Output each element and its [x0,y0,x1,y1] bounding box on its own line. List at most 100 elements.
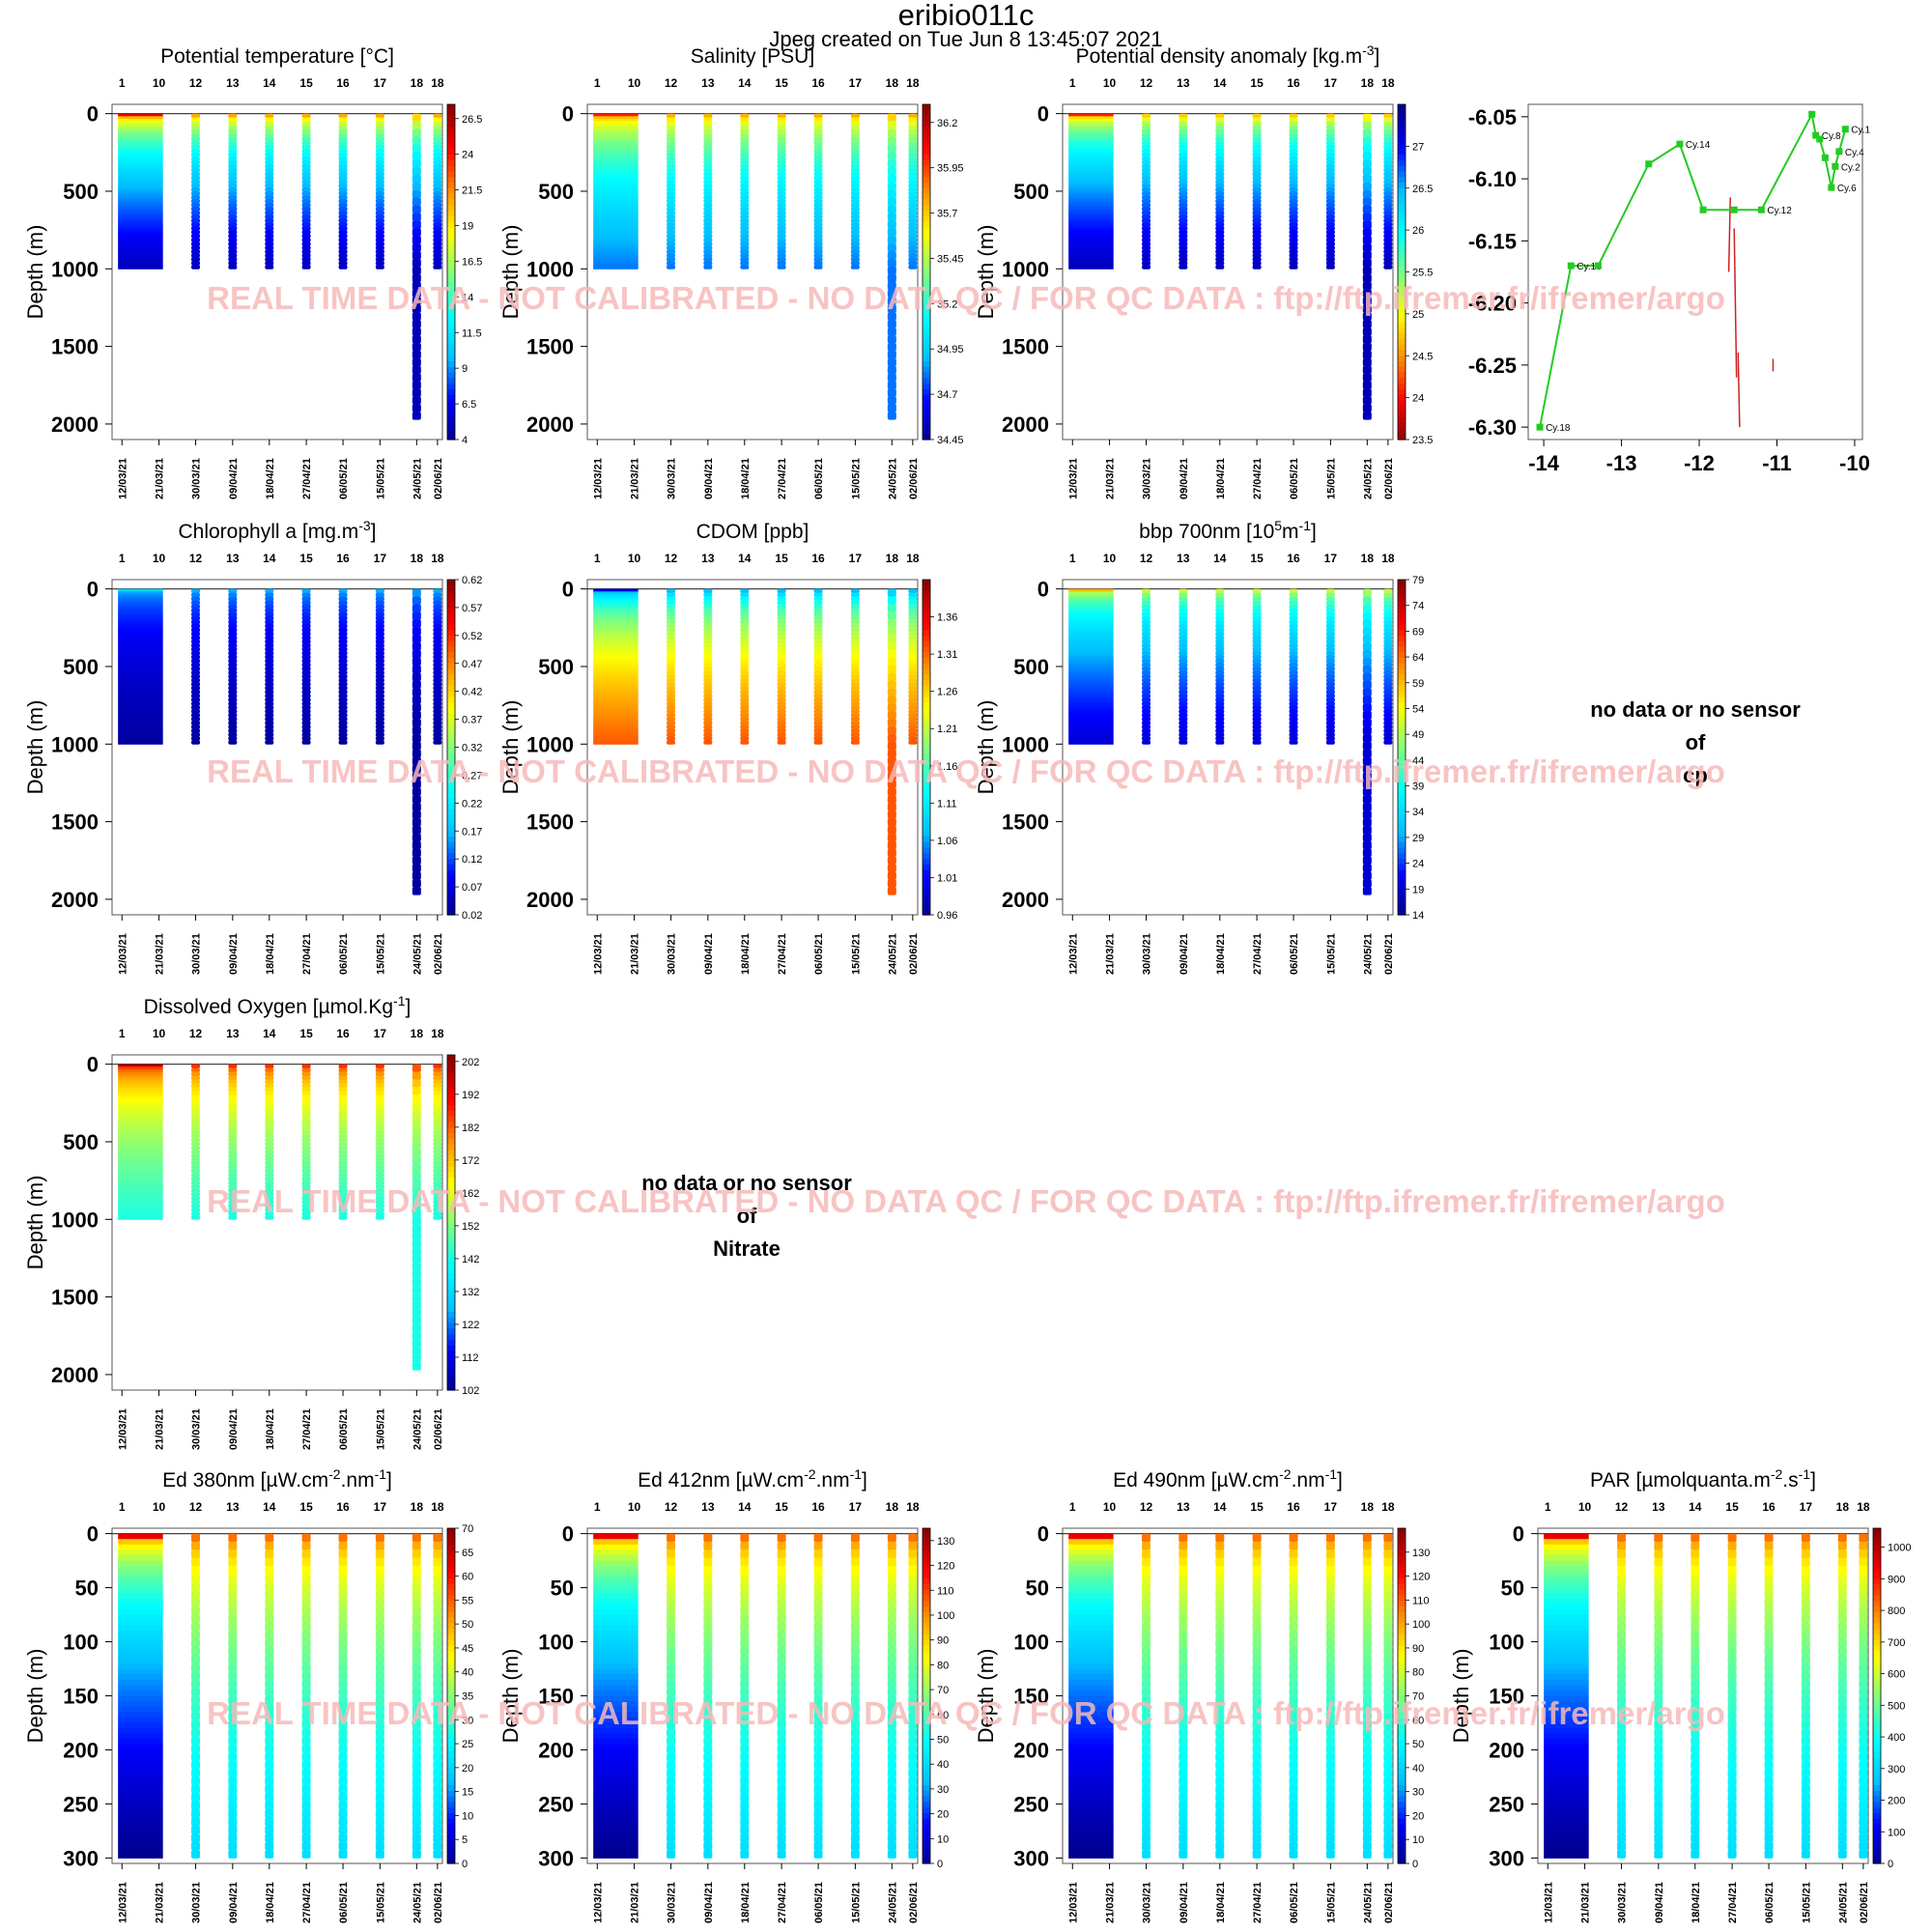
colorbar-cell [923,881,930,888]
profile-segment [1252,611,1262,617]
profile-segment [740,214,750,219]
profile-block-segment [1068,1533,1114,1540]
profile-segment [1383,238,1393,242]
profile-segment [1179,265,1188,270]
cycle-label: 16 [336,552,350,565]
chart-title-part: Ed 412nm [µW.cm [638,1469,804,1492]
profile-block-segment [593,157,639,161]
profile-block-segment [118,230,163,234]
colorbar-cell [447,316,455,324]
profile-block-segment [1068,118,1114,123]
profile-segment [1179,639,1188,644]
profile-segment [850,604,860,610]
profile-segment [1362,871,1372,880]
profile-segment [777,635,786,640]
colorbar-cell [447,416,455,424]
profile-segment [301,242,311,246]
cycle-label: 16 [1287,1500,1300,1514]
profile-segment [777,669,786,675]
profile-segment [338,218,348,223]
profile-segment [191,1129,201,1135]
profile-block-segment [118,1766,163,1773]
colorbar-cell [1398,607,1406,614]
profile-segment [228,631,238,637]
profile-block-segment [1068,266,1114,270]
profile-segment [265,1064,274,1069]
profile-segment [1252,1776,1262,1786]
cycle-label: 18 [431,1027,444,1040]
colorbar-cell [447,283,455,290]
colorbar-cell [447,1718,455,1725]
profile-segment [777,1647,786,1657]
profile-segment [667,163,676,169]
profile-segment [1179,1752,1188,1762]
profile-block-segment [593,718,639,722]
profile-block-segment [593,614,639,618]
date-label: 09/04/21 [703,933,715,975]
colorbar-cell [447,612,455,620]
profile-segment [813,1557,823,1567]
profile-segment [1142,631,1151,637]
profile-segment [1383,257,1393,262]
profile-block-segment [593,250,639,254]
profile-segment [850,662,860,668]
profile-segment [412,604,421,612]
y-tick-label: 1500 [51,335,99,359]
profile-segment [433,1137,442,1143]
cycle-label: 14 [1213,1500,1227,1514]
profile-segment [908,1566,918,1576]
profile-segment [265,218,274,223]
profile-block-segment [593,230,639,234]
profile-segment [740,1744,750,1753]
profile-block-segment [593,185,639,189]
profile-segment [1252,619,1262,625]
profile-block-segment [118,214,163,218]
profile-segment [191,194,201,200]
profile-segment [338,1118,348,1123]
profile-segment [412,273,421,283]
profile-segment [1362,281,1372,291]
chart-title-superscript: -2 [1279,1466,1292,1482]
colorbar-cell [447,758,455,765]
profile-segment [740,238,750,242]
profile-segment [703,179,713,185]
profile-segment [1142,140,1151,146]
trajectory-point [1816,135,1824,143]
profile-segment [338,1133,348,1139]
profile-segment [412,1308,421,1318]
profile-segment [1383,211,1393,215]
profile-segment [265,721,274,725]
profile-block-segment [593,1722,639,1729]
profile-block-segment [593,147,639,151]
profile-segment [1383,724,1393,729]
profile-segment [740,140,750,146]
colorbar-cell [1398,316,1406,324]
profile-segment [1252,1736,1262,1746]
profile-segment [301,1169,311,1174]
colorbar-cell [1398,384,1406,390]
profile-segment [1252,245,1262,250]
profile-segment [265,1817,274,1827]
colorbar-cell [923,1695,930,1702]
profile-segment [265,1622,274,1632]
profile-segment [228,1679,238,1689]
profile-segment [667,198,676,204]
profile-segment [703,1695,713,1705]
profile-segment [908,121,918,127]
profile-segment [703,1825,713,1834]
profile-block-segment [593,1728,639,1735]
cycle-label: 18 [906,1500,920,1514]
profile-segment [850,1606,860,1616]
profile-segment [375,214,384,219]
profile-segment [228,1094,238,1100]
profile-segment [1325,190,1335,196]
profile-segment [265,1752,274,1762]
colorbar-cell [447,580,455,586]
profile-block-segment [118,1733,163,1740]
profile-segment [228,1177,238,1181]
profile-segment [412,205,421,213]
profile-segment [375,682,384,687]
profile-segment [777,736,786,741]
profile-segment [1179,713,1188,718]
